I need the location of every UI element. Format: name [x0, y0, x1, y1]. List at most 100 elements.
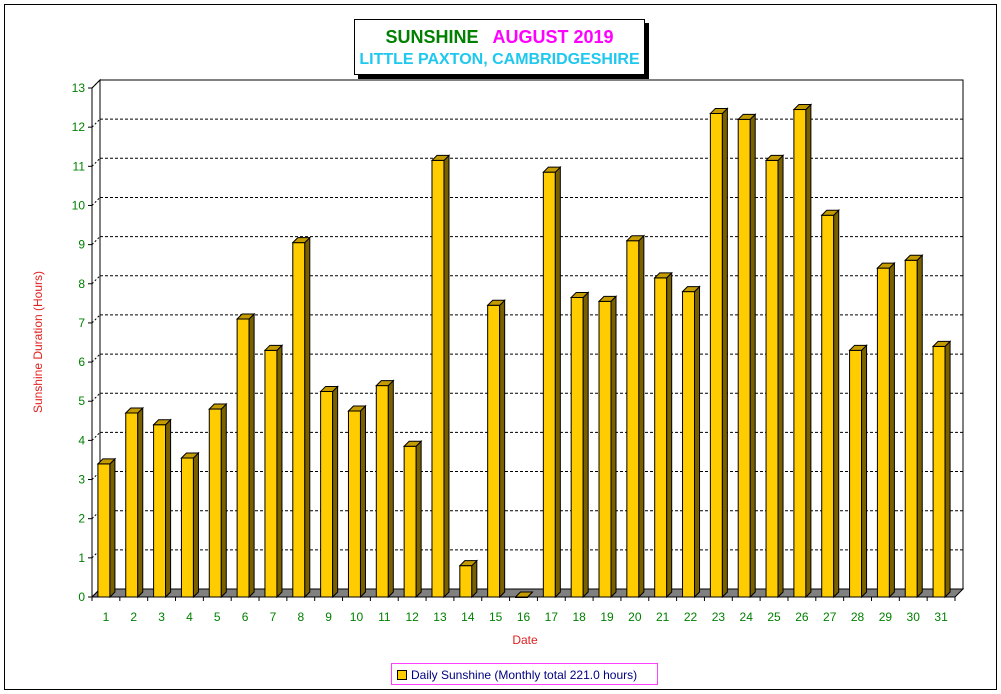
bar	[486, 299, 506, 599]
gridline-side	[91, 197, 101, 206]
bar-top	[430, 154, 451, 161]
x-tick-label: 27	[823, 610, 837, 624]
bar-top	[124, 407, 144, 414]
bar-front	[431, 159, 445, 598]
bar	[876, 261, 896, 599]
bar-front	[821, 214, 835, 598]
bar-side	[387, 379, 394, 599]
bar-side	[359, 404, 366, 599]
bar-side	[888, 261, 895, 599]
bar-side	[471, 559, 478, 599]
bar-side	[499, 299, 506, 599]
y-tick-label: 12	[72, 120, 86, 134]
bar-side	[304, 236, 311, 599]
x-tick-label: 11	[378, 610, 391, 624]
bar-top	[625, 235, 646, 242]
bar-top	[291, 237, 311, 244]
bar	[263, 344, 284, 599]
bar-top	[597, 295, 618, 302]
x-tick-label: 28	[851, 610, 865, 624]
bar-top	[402, 440, 423, 447]
x-tick-label: 19	[600, 610, 614, 624]
y-tick-label: 1	[78, 551, 85, 565]
bar-top	[737, 113, 757, 120]
x-tick-label: 1	[103, 610, 110, 624]
x-tick-label: 9	[325, 610, 332, 624]
legend: Daily Sunshine (Monthly total 221.0 hour…	[391, 663, 658, 685]
bar-front	[153, 424, 167, 598]
y-tick-label: 11	[73, 159, 86, 173]
bar-top	[709, 107, 729, 114]
legend-swatch	[397, 670, 407, 680]
bar	[514, 591, 534, 598]
bar-front	[487, 304, 501, 598]
bar-front	[375, 385, 389, 598]
x-tick-label: 17	[545, 610, 559, 624]
bar-side	[777, 154, 784, 599]
bar	[96, 457, 117, 599]
x-tick-label: 3	[158, 610, 165, 624]
bar	[180, 451, 200, 599]
bar-front	[97, 463, 111, 598]
bar-front	[180, 457, 194, 598]
bar-front	[682, 291, 696, 598]
bar-side	[694, 285, 701, 599]
bar-front	[904, 259, 918, 598]
bar	[375, 379, 395, 599]
bar-side	[165, 418, 172, 599]
y-tick-label: 5	[78, 394, 85, 408]
bar-top	[235, 313, 256, 320]
bar-side	[109, 457, 116, 599]
x-tick-label: 2	[130, 610, 137, 624]
bar-top	[681, 286, 701, 293]
bar-top	[876, 262, 896, 269]
y-tick-label: 3	[78, 473, 85, 487]
x-tick-label: 6	[242, 610, 249, 624]
bar-front	[542, 171, 556, 598]
bar-front	[459, 565, 473, 598]
bar-top	[180, 452, 200, 459]
x-tick-label: 22	[684, 610, 698, 624]
bar	[597, 295, 618, 599]
bar-top	[542, 166, 562, 173]
bar-front	[347, 410, 361, 598]
bar-front	[236, 318, 250, 598]
bar-side	[276, 344, 283, 599]
bar-side	[248, 312, 255, 599]
x-tick-label: 8	[297, 610, 304, 624]
bar-front	[932, 345, 946, 598]
x-tick-label: 4	[186, 610, 193, 624]
bar	[681, 285, 701, 599]
x-tick-label: 24	[740, 610, 754, 624]
gridline-side	[91, 157, 101, 167]
bar-side	[833, 209, 840, 599]
bar-front	[793, 109, 807, 598]
bar-top	[848, 344, 868, 351]
x-tick-label: 16	[517, 610, 531, 624]
y-tick-label: 4	[78, 433, 85, 447]
bar-top	[375, 380, 395, 387]
bar-top	[931, 340, 952, 347]
gridline-side	[91, 353, 101, 363]
bar-front	[654, 277, 668, 598]
x-tick-label: 26	[795, 610, 809, 624]
bar-top	[653, 272, 673, 279]
gridline-side	[91, 236, 101, 245]
bar-front	[403, 445, 417, 598]
bar	[569, 291, 590, 599]
bar-top	[486, 299, 506, 306]
y-tick-label: 0	[78, 590, 85, 604]
bar-side	[554, 165, 561, 599]
bar-side	[861, 344, 868, 599]
chart-subtitle: LITTLE PAXTON, CAMBRIDGESHIRE	[359, 51, 640, 68]
y-tick-label: 13	[72, 81, 86, 95]
bar	[208, 402, 228, 599]
bar-side	[192, 451, 199, 599]
y-tick-label: 9	[78, 238, 85, 252]
bar-top	[820, 209, 840, 216]
bar-front	[320, 390, 334, 598]
x-tick-label: 18	[572, 610, 586, 624]
x-tick-label: 14	[461, 610, 475, 624]
bar	[653, 271, 673, 599]
x-tick-label: 21	[656, 610, 670, 624]
